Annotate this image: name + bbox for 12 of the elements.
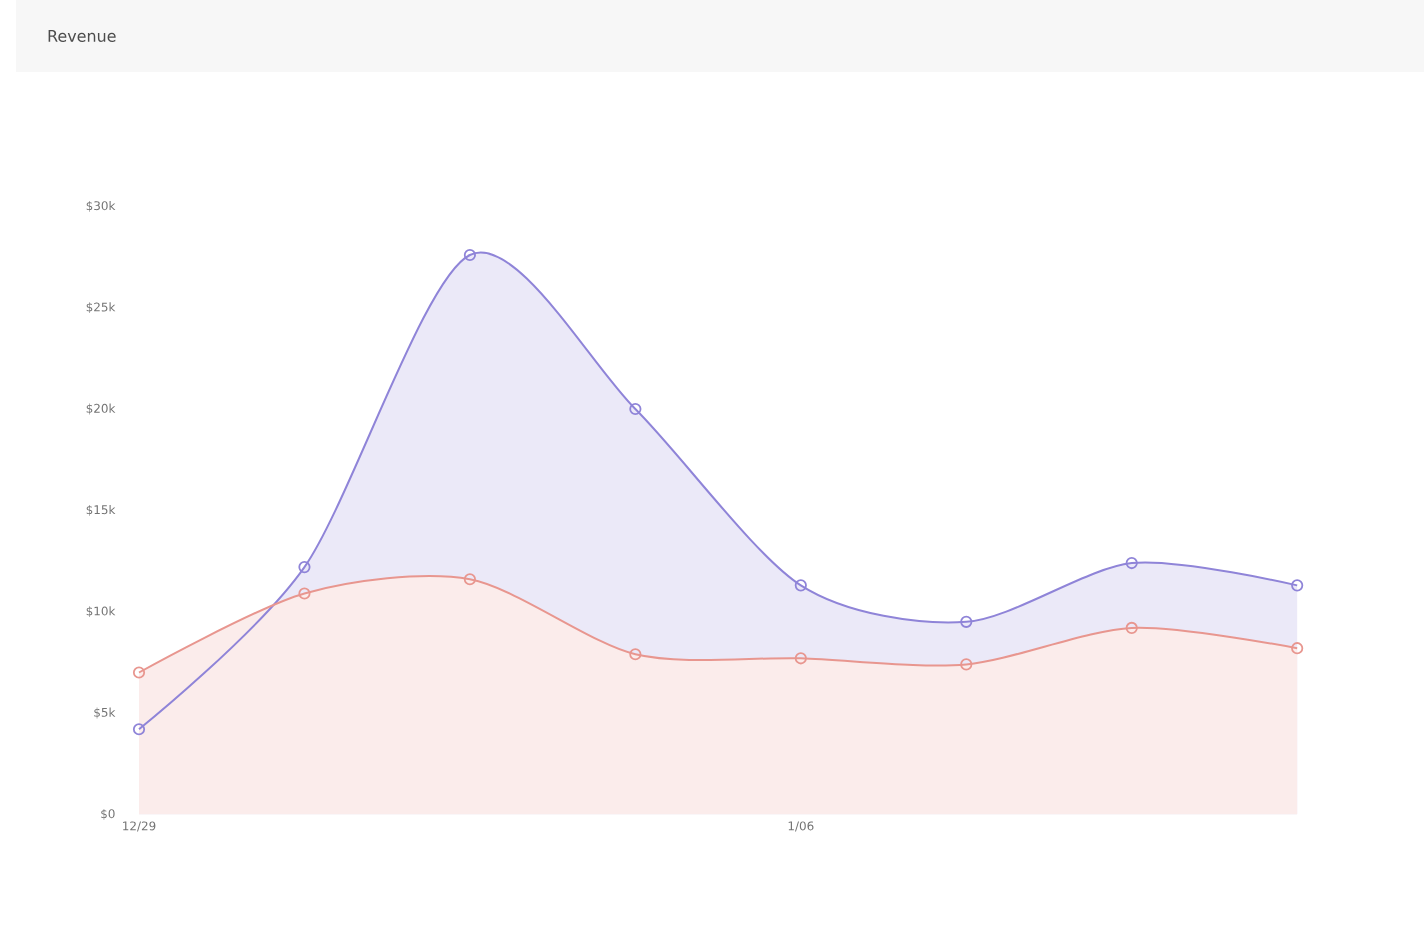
point — [298, 561, 311, 574]
point — [960, 658, 973, 671]
point — [629, 402, 642, 416]
point — [463, 573, 476, 586]
point — [629, 648, 642, 661]
point — [1125, 621, 1138, 634]
point — [794, 579, 807, 592]
point — [463, 248, 476, 262]
point — [794, 652, 807, 665]
point — [298, 587, 311, 600]
point — [960, 615, 973, 628]
point — [1125, 556, 1138, 570]
